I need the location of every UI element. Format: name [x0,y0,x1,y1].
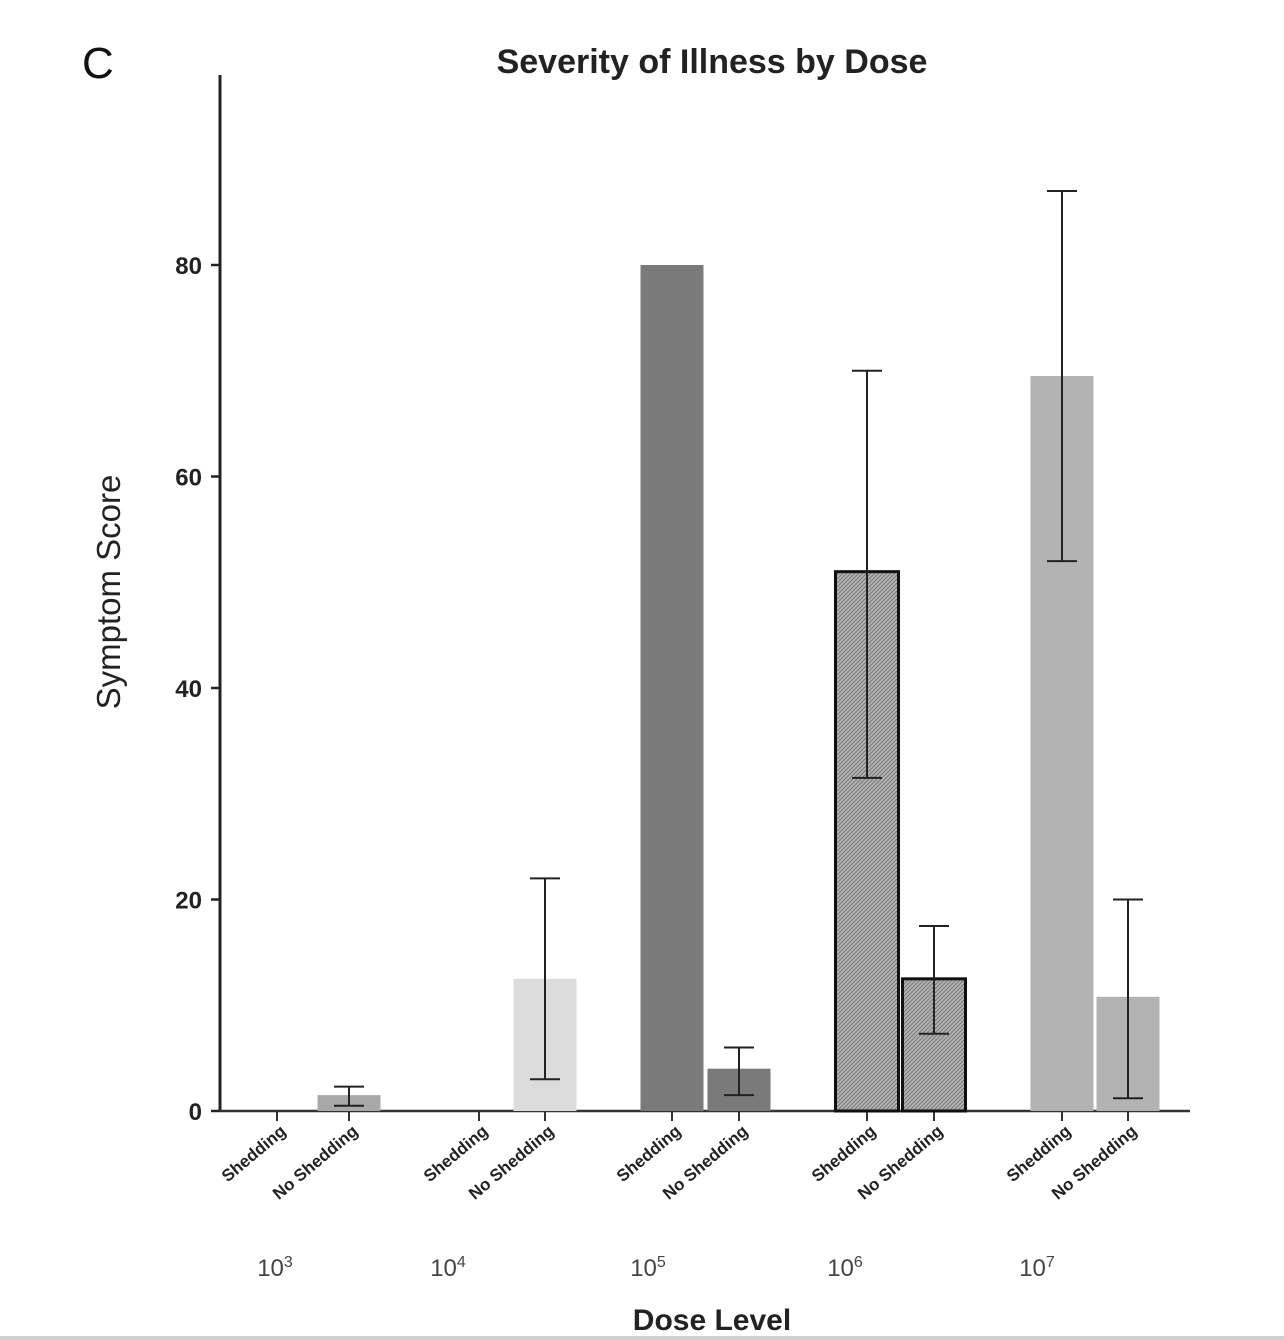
x-axis-label: Dose Level [633,1304,791,1337]
bar [640,265,704,1111]
axes: 0 20 40 60 80 [175,75,1190,1126]
dose-label: 103 [257,1254,293,1282]
y-tick-label: 40 [175,676,202,703]
y-tick-label: 80 [175,253,202,280]
dose-label: 107 [1019,1254,1055,1282]
dose-label: 106 [827,1254,863,1282]
panel-letter: C [82,39,114,88]
y-tick-label: 20 [175,888,202,915]
dose-label: 105 [630,1254,666,1282]
y-axis-label: Symptom Score [90,475,127,710]
bottom-divider [0,1336,1284,1340]
category-label: Shedding [218,1122,290,1186]
y-tick-label: 0 [189,1099,202,1126]
y-tick-label: 60 [175,465,202,492]
chart-title: Severity of Illness by Dose [497,43,928,81]
error-bars [334,189,1143,1107]
bars [317,265,1160,1113]
dose-label: 104 [430,1254,466,1282]
